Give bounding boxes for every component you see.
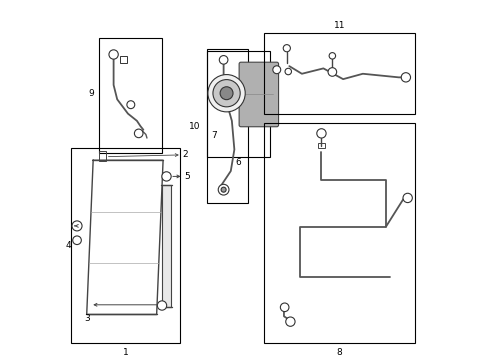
Text: 3: 3: [83, 314, 89, 323]
Text: 11: 11: [333, 21, 345, 30]
Circle shape: [402, 193, 411, 203]
Circle shape: [285, 68, 291, 75]
Circle shape: [73, 236, 81, 244]
Bar: [317, 143, 325, 148]
Circle shape: [316, 129, 325, 138]
Circle shape: [221, 187, 225, 192]
Circle shape: [280, 303, 288, 312]
Bar: [206, 49, 247, 203]
Circle shape: [126, 101, 135, 109]
Text: 2: 2: [182, 150, 188, 159]
Circle shape: [72, 221, 82, 231]
Circle shape: [162, 172, 171, 181]
Circle shape: [134, 129, 142, 138]
Circle shape: [212, 80, 240, 107]
Bar: [99, 151, 106, 161]
Text: 9: 9: [89, 89, 94, 98]
Text: 6: 6: [235, 158, 241, 167]
Circle shape: [283, 45, 290, 52]
Circle shape: [220, 87, 233, 100]
Bar: [264, 33, 414, 114]
FancyArrowPatch shape: [108, 154, 178, 157]
Polygon shape: [162, 185, 171, 307]
Circle shape: [218, 184, 228, 195]
Circle shape: [157, 301, 166, 310]
Circle shape: [328, 53, 335, 59]
Text: 10: 10: [189, 122, 201, 131]
Circle shape: [285, 317, 294, 326]
Text: 7: 7: [211, 131, 217, 140]
Circle shape: [207, 75, 244, 112]
Text: 8: 8: [336, 348, 342, 357]
Text: 1: 1: [122, 348, 128, 357]
Circle shape: [109, 50, 118, 59]
Circle shape: [219, 55, 227, 64]
Bar: [120, 56, 126, 63]
Bar: [99, 39, 162, 153]
Circle shape: [272, 66, 280, 74]
Circle shape: [400, 73, 410, 82]
Bar: [264, 123, 414, 343]
Bar: [206, 51, 269, 157]
FancyBboxPatch shape: [239, 62, 278, 127]
Text: 4: 4: [66, 241, 71, 250]
Text: 5: 5: [184, 172, 190, 181]
Bar: [70, 148, 180, 343]
Circle shape: [327, 68, 336, 76]
